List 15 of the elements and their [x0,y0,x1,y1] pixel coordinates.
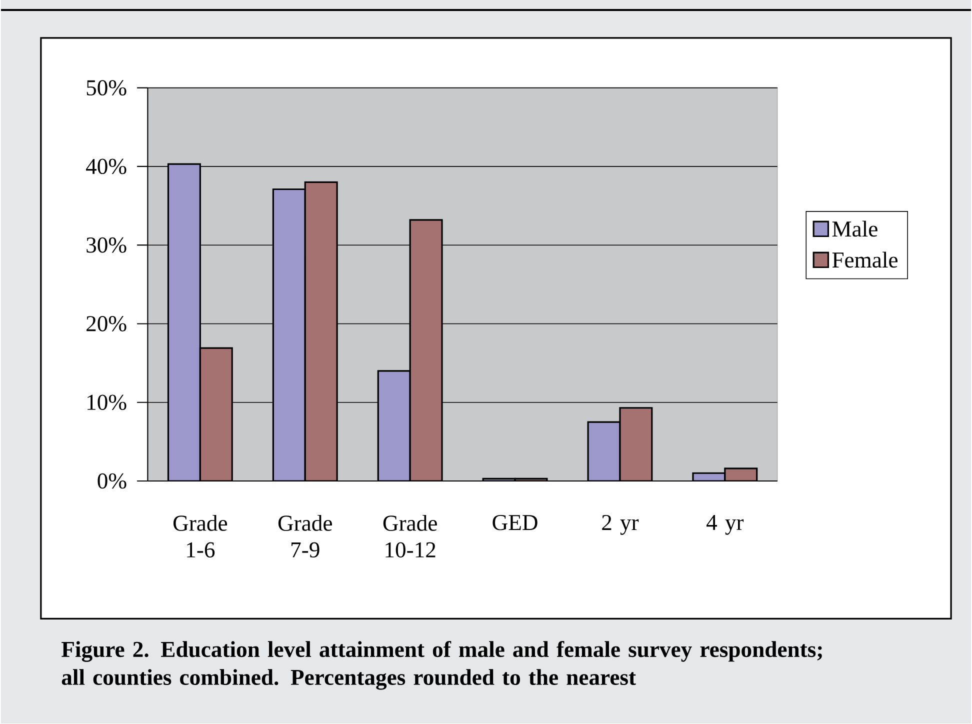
x-tick-label: 4 yr [706,515,744,535]
x-tick-label: Grade 1-6 [173,515,228,558]
x-tick-label: GED [492,515,538,530]
legend-label: Male [832,221,878,237]
caption: Figure 2. Education level attainment of male and female survey respondents; all counties combined. Percentages rounded to the nearest [62,641,822,690]
y-tick-label: 40% [86,159,126,174]
legend-label: Female [832,252,898,268]
x-tick-label: Grade 10-12 [383,515,437,558]
y-tick-label: 20% [86,316,126,332]
x-tick-label: 2 yr [602,515,639,536]
y-tick-label: 50% [86,80,126,96]
y-tick-label: 10% [88,394,126,410]
x-tick-label: Grade 7-9 [278,515,332,558]
y-tick-label: 30% [86,238,126,254]
y-tick-label: 0% [98,474,126,489]
